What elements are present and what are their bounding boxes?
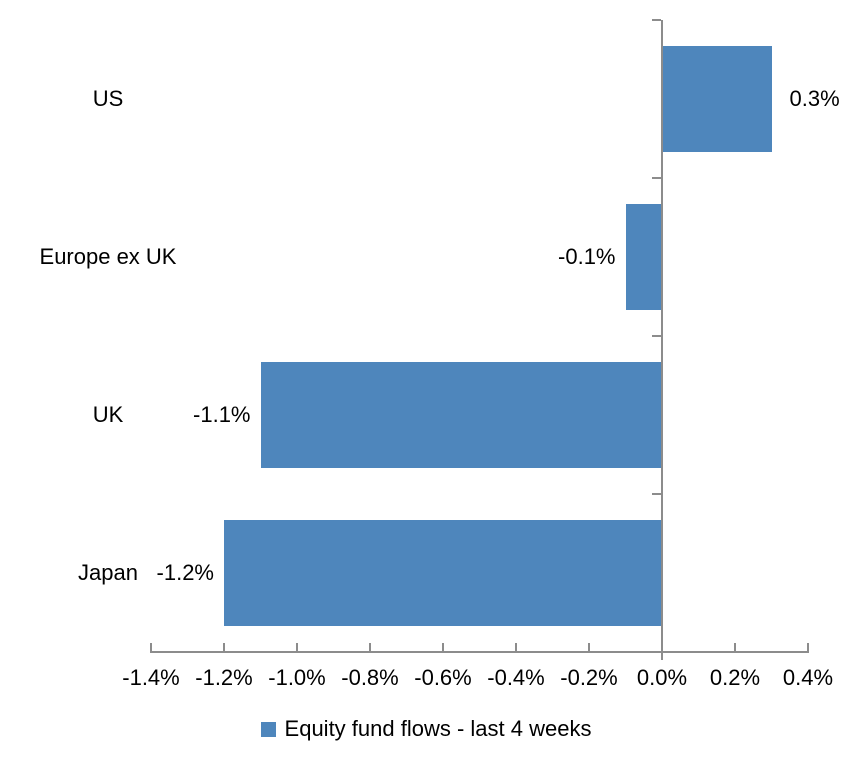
y-axis-line	[661, 20, 663, 660]
x-axis-tick-label-1: -1.2%	[195, 665, 253, 690]
y-axis-tick-1	[652, 177, 661, 179]
bar-uk	[260, 362, 662, 468]
x-axis-tick-4	[442, 643, 444, 651]
x-axis-tick-3	[369, 643, 371, 651]
x-axis-tick-7	[661, 643, 663, 651]
x-axis-tick-label-9: 0.4%	[782, 665, 834, 690]
y-axis-tick-2	[652, 335, 661, 337]
category-label-europe-ex-uk: Europe ex UK	[39, 244, 177, 269]
legend-label: Equity fund flows - last 4 weeks	[284, 716, 592, 741]
bar-japan	[224, 520, 662, 626]
x-axis-tick-label-0: -1.4%	[122, 665, 180, 690]
x-axis-line	[150, 651, 809, 653]
category-label-us: US	[92, 86, 124, 111]
value-label-japan: -1.2%	[156, 560, 214, 585]
bar-us	[662, 46, 772, 152]
category-label-japan: Japan	[78, 560, 138, 585]
legend: Equity fund flows - last 4 weeks	[0, 716, 852, 742]
x-axis-tick-6	[588, 643, 590, 651]
bar-europe-ex-uk	[625, 204, 662, 310]
category-label-uk: UK	[92, 402, 124, 427]
legend-swatch	[260, 721, 276, 737]
x-axis-tick-label-3: -0.8%	[341, 665, 399, 690]
x-axis-tick-9	[807, 643, 809, 651]
value-label-uk: -1.1%	[193, 402, 251, 427]
value-label-europe-ex-uk: -0.1%	[558, 244, 616, 269]
x-axis-tick-label-7: 0.0%	[636, 665, 688, 690]
x-axis-tick-label-2: -1.0%	[268, 665, 326, 690]
x-axis-tick-8	[734, 643, 736, 651]
value-label-us: 0.3%	[789, 86, 840, 111]
y-axis-tick-3	[652, 493, 661, 495]
y-axis-tick-0	[652, 19, 661, 21]
x-axis-tick-label-4: -0.6%	[414, 665, 472, 690]
x-axis-tick-label-5: -0.4%	[487, 665, 545, 690]
x-axis-tick-label-6: -0.2%	[560, 665, 618, 690]
x-axis-tick-2	[296, 643, 298, 651]
x-axis-tick-label-8: 0.2%	[709, 665, 761, 690]
x-axis-tick-0	[150, 643, 152, 651]
x-axis-tick-1	[223, 643, 225, 651]
x-axis-tick-5	[515, 643, 517, 651]
